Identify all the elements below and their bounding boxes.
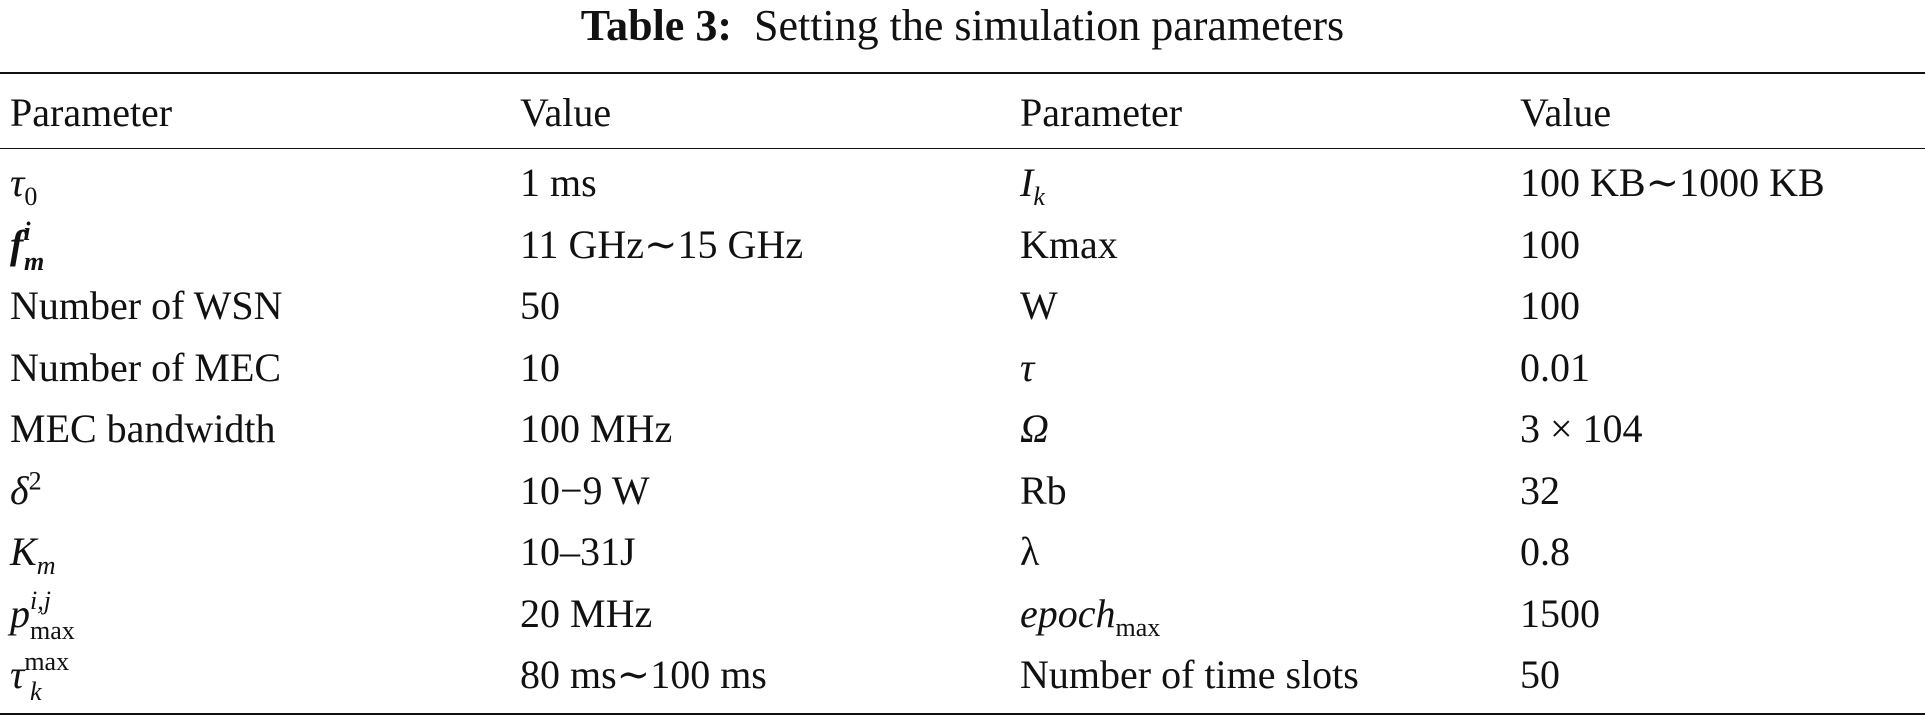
param-cell: Number of MEC <box>10 344 282 390</box>
value-cell: 100 KB∼1000 KB <box>1520 160 1825 206</box>
param-cell: Ik <box>1020 160 1045 212</box>
header-value-right: Value <box>1520 89 1612 135</box>
param-cell: Rb <box>1020 467 1067 513</box>
value-cell: 10–31J <box>520 529 636 575</box>
param-cell: λ <box>1020 529 1040 575</box>
param-cell: epochmax <box>1020 590 1161 642</box>
table-row: τmax k 80 ms∼100 ms Number of time slots … <box>0 644 1925 706</box>
table-header-row: Parameter Value Parameter Value <box>0 82 1925 142</box>
param-cell: W <box>1020 283 1058 329</box>
value-cell: 32 <box>1520 467 1560 513</box>
value-cell: 100 <box>1520 221 1580 267</box>
param-cell: pi,j max <box>10 585 75 645</box>
value-cell: 20 MHz <box>520 590 653 636</box>
param-cell: fi m <box>10 216 45 276</box>
table-caption: Table 3: Setting the simulation paramete… <box>0 0 1925 58</box>
value-cell: 1 ms <box>520 160 597 206</box>
table-caption-text: Setting the simulation parameters <box>753 1 1345 50</box>
param-cell: Number of time slots <box>1020 652 1359 698</box>
table-row: δ2 10−9 W Rb 32 <box>0 460 1925 522</box>
param-cell: MEC bandwidth <box>10 406 276 452</box>
value-cell: 100 <box>1520 283 1580 329</box>
table-row: Km 10–31J λ 0.8 <box>0 521 1925 583</box>
header-parameter-right: Parameter <box>1020 89 1183 135</box>
param-cell: τmax k <box>10 647 70 707</box>
value-cell: 10−9 W <box>520 467 650 513</box>
value-cell: 50 <box>520 283 560 329</box>
header-value-left: Value <box>520 89 612 135</box>
table-row: pi,j max 20 MHz epochmax 1500 <box>0 583 1925 645</box>
table-header-rule <box>0 148 1925 149</box>
table-row: Number of MEC 10 τ 0.01 <box>0 337 1925 399</box>
header-parameter-left: Parameter <box>10 89 173 135</box>
param-cell: τ <box>1020 344 1035 390</box>
value-cell: 0.8 <box>1520 529 1570 575</box>
value-cell: 1500 <box>1520 590 1600 636</box>
value-cell: 11 GHz∼15 GHz <box>520 221 804 267</box>
value-cell: 10 <box>520 344 560 390</box>
value-cell: 100 MHz <box>520 406 673 452</box>
table-caption-label: Table 3: <box>580 1 732 50</box>
param-cell: Kmax <box>1020 221 1118 267</box>
table-row: MEC bandwidth 100 MHz Ω 3 × 104 <box>0 398 1925 460</box>
param-cell: τ0 <box>10 160 38 212</box>
param-cell: Ω <box>1020 406 1049 452</box>
table-top-rule <box>0 72 1925 74</box>
value-cell: 50 <box>1520 652 1560 698</box>
table-bottom-rule <box>0 713 1925 715</box>
param-cell: δ2 <box>10 466 42 513</box>
table-header: Parameter Value Parameter Value <box>0 82 1925 152</box>
value-cell: 0.01 <box>1520 344 1590 390</box>
param-cell: Km <box>10 529 56 581</box>
param-cell: Number of WSN <box>10 283 283 329</box>
value-cell: 3 × 104 <box>1520 406 1643 452</box>
table-row: fi m 11 GHz∼15 GHz Kmax 100 <box>0 214 1925 276</box>
parameters-table: Parameter Value Parameter Value τ0 1 ms … <box>0 82 1925 706</box>
value-cell: 80 ms∼100 ms <box>520 652 767 698</box>
table-row: Number of WSN 50 W 100 <box>0 275 1925 337</box>
table-row: τ0 1 ms Ik 100 KB∼1000 KB <box>0 152 1925 214</box>
